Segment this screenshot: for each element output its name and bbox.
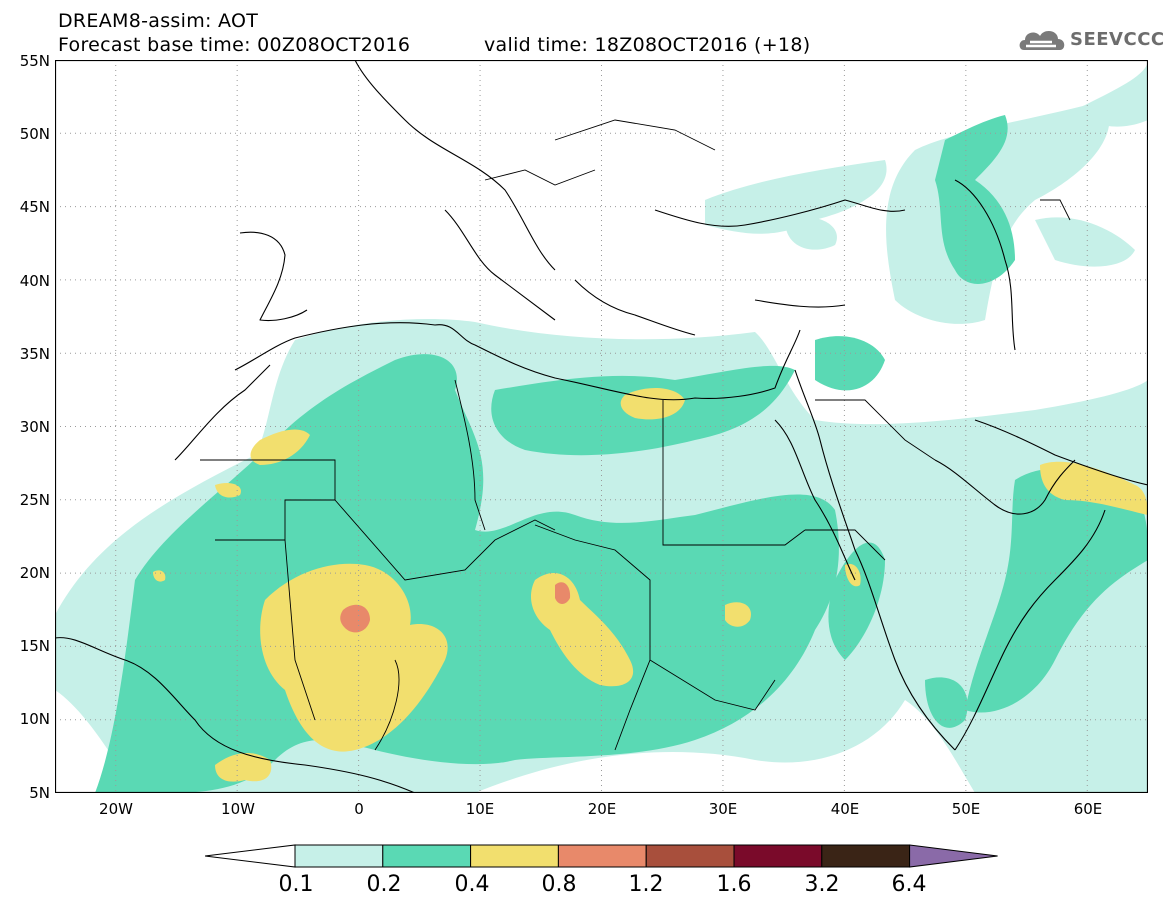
lat-label: 10N <box>19 710 50 728</box>
lon-label: 10W <box>221 800 255 818</box>
colorbar-label: 0.8 <box>541 872 577 897</box>
colorbar-label: 0.2 <box>366 872 402 897</box>
lon-label: 30E <box>708 800 738 818</box>
lat-label: 40N <box>19 272 50 290</box>
colorbar-label: 1.2 <box>628 872 664 897</box>
colorbar-swatch <box>821 844 911 868</box>
colorbar-label: 1.6 <box>716 872 752 897</box>
lon-label: 0 <box>354 800 364 818</box>
colorbar-swatch <box>645 844 735 868</box>
aot-band-0.8 <box>340 582 571 633</box>
lat-label: 25N <box>19 491 50 509</box>
colorbar-swatch <box>382 844 472 868</box>
logo-text: SEEVCCC <box>1070 29 1165 50</box>
lat-label: 35N <box>19 345 50 363</box>
map-frame <box>55 60 1148 793</box>
lat-label: 20N <box>19 564 50 582</box>
colorbar-swatch <box>294 844 384 868</box>
lat-label: 15N <box>19 637 50 655</box>
coastlines <box>55 60 1148 793</box>
colorbar-over-arrow <box>909 844 998 868</box>
colorbar-swatch <box>733 844 823 868</box>
gridlines <box>55 60 1148 793</box>
lat-label: 55N <box>19 52 50 70</box>
lon-label: 60E <box>1073 800 1103 818</box>
colorbar-label: 0.1 <box>278 872 314 897</box>
colorbar <box>205 844 998 868</box>
lon-label: 10E <box>465 800 495 818</box>
colorbar-label: 6.4 <box>891 872 927 897</box>
country-borders <box>200 119 1071 751</box>
lon-label: 40E <box>830 800 860 818</box>
aot-map <box>55 60 1148 793</box>
lat-label: 45N <box>19 198 50 216</box>
lon-label: 50E <box>951 800 981 818</box>
seevccc-logo: SEEVCCC <box>1016 22 1164 58</box>
cloud-logo-icon <box>1019 30 1065 50</box>
title-line-1: DREAM8-assim: AOT <box>58 10 259 32</box>
colorbar-label: 0.4 <box>454 872 490 897</box>
lon-label: 20W <box>99 800 133 818</box>
forecast-base-time: Forecast base time: 00Z08OCT2016 <box>58 34 411 56</box>
valid-time: valid time: 18Z08OCT2016 (+18) <box>484 34 811 56</box>
colorbar-swatch <box>557 844 647 868</box>
colorbar-label: 3.2 <box>804 872 840 897</box>
colorbar-under-arrow <box>205 844 296 868</box>
colorbar-swatch <box>470 844 559 868</box>
lat-label: 5N <box>29 784 50 802</box>
lat-label: 50N <box>19 125 50 143</box>
lat-label: 30N <box>19 418 50 436</box>
lon-label: 20E <box>587 800 617 818</box>
